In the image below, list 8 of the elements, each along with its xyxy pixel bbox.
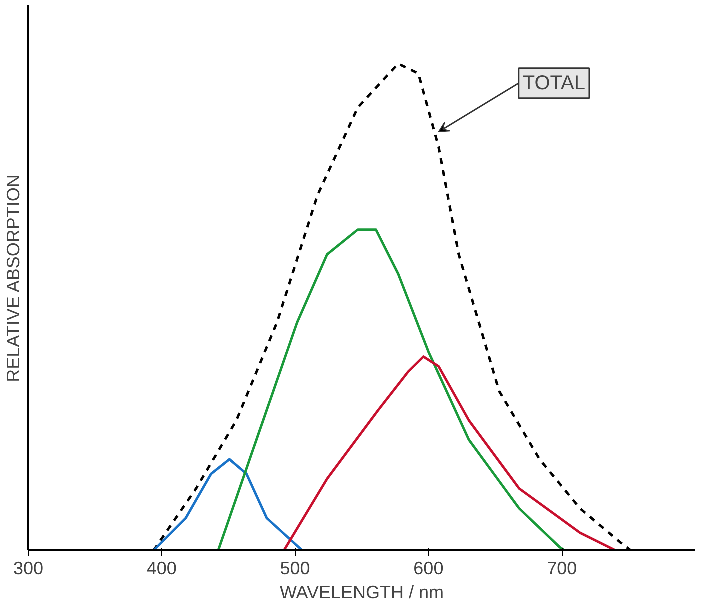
- annotation: TOTAL: [522, 72, 586, 94]
- x-tick-label: 400: [146, 558, 177, 578]
- x-tick-label: 700: [547, 558, 578, 578]
- x-tick-label: 600: [414, 558, 444, 578]
- y-axis-title: RELATIVE ABSORPTION: [4, 174, 24, 382]
- x-tick-label: 500: [280, 558, 310, 578]
- x-tick-label: 300: [13, 558, 44, 578]
- x-axis-title: WAVELENGTH / nm: [280, 582, 444, 602]
